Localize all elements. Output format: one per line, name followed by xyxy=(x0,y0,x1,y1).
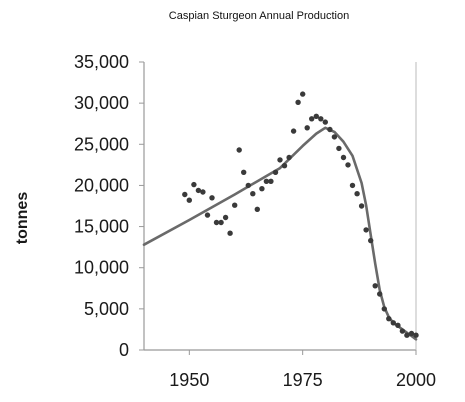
data-point xyxy=(390,320,396,326)
data-point xyxy=(404,332,410,338)
plot-area: 0 5,000 10,000 15,000 20,000 25,000 30,000 35,0… xyxy=(74,52,436,390)
y-axis-label: tonnes xyxy=(14,192,31,245)
data-point xyxy=(290,128,297,134)
data-point xyxy=(313,113,319,120)
data-point xyxy=(381,306,387,312)
data-point xyxy=(245,182,251,189)
data-point xyxy=(218,219,224,226)
data-point xyxy=(232,202,238,208)
y-tick-label: 20,000 xyxy=(74,175,129,195)
data-point xyxy=(241,169,247,175)
y-tick-label: 0 xyxy=(119,340,129,360)
data-point xyxy=(331,134,338,140)
chart-title: Caspian Sturgeon Annual Production xyxy=(169,10,349,22)
data-point xyxy=(349,182,356,189)
y-tick-label: 10,000 xyxy=(74,258,129,278)
y-tick-label: 5,000 xyxy=(84,299,129,319)
data-point xyxy=(354,191,360,197)
data-point xyxy=(336,145,342,152)
data-point xyxy=(204,212,211,218)
data-point xyxy=(368,237,374,244)
data-point xyxy=(236,147,242,153)
data-point xyxy=(413,332,419,338)
data-point xyxy=(300,91,306,97)
data-point xyxy=(281,163,288,169)
data-point xyxy=(191,181,197,188)
data-point xyxy=(213,219,220,226)
data-point xyxy=(363,227,369,233)
data-point xyxy=(200,189,206,195)
data-point xyxy=(182,191,188,198)
data-point xyxy=(227,230,233,236)
data-point xyxy=(372,283,378,289)
data-point xyxy=(358,203,365,209)
y-tick-label: 15,000 xyxy=(74,217,129,237)
data-point xyxy=(263,178,270,184)
data-point xyxy=(386,316,392,322)
data-point xyxy=(399,328,406,334)
data-point xyxy=(286,154,292,161)
data-point xyxy=(309,116,315,122)
data-point xyxy=(408,330,415,337)
data-point xyxy=(186,197,192,203)
y-tick-label: 25,000 xyxy=(74,134,129,154)
x-tick-label: 2000 xyxy=(396,370,436,390)
data-point xyxy=(295,99,301,106)
data-point xyxy=(377,291,383,297)
data-point xyxy=(259,186,265,192)
data-point xyxy=(250,191,256,197)
data-point xyxy=(222,214,229,221)
data-point xyxy=(304,125,310,131)
y-tick-label: 35,000 xyxy=(74,52,129,72)
y-tick-label: 30,000 xyxy=(74,93,129,113)
data-point xyxy=(322,119,328,125)
data-point xyxy=(272,169,279,175)
data-point xyxy=(254,206,260,212)
data-point xyxy=(268,178,274,184)
data-point xyxy=(340,154,347,161)
data-point xyxy=(345,162,351,168)
x-tick-label: 1950 xyxy=(169,370,209,390)
data-point xyxy=(318,116,324,122)
data-point xyxy=(327,126,333,133)
data-point xyxy=(209,195,215,201)
data-point xyxy=(195,187,202,194)
x-tick-label: 1975 xyxy=(283,370,323,390)
data-point xyxy=(395,322,401,328)
data-point xyxy=(277,157,283,163)
